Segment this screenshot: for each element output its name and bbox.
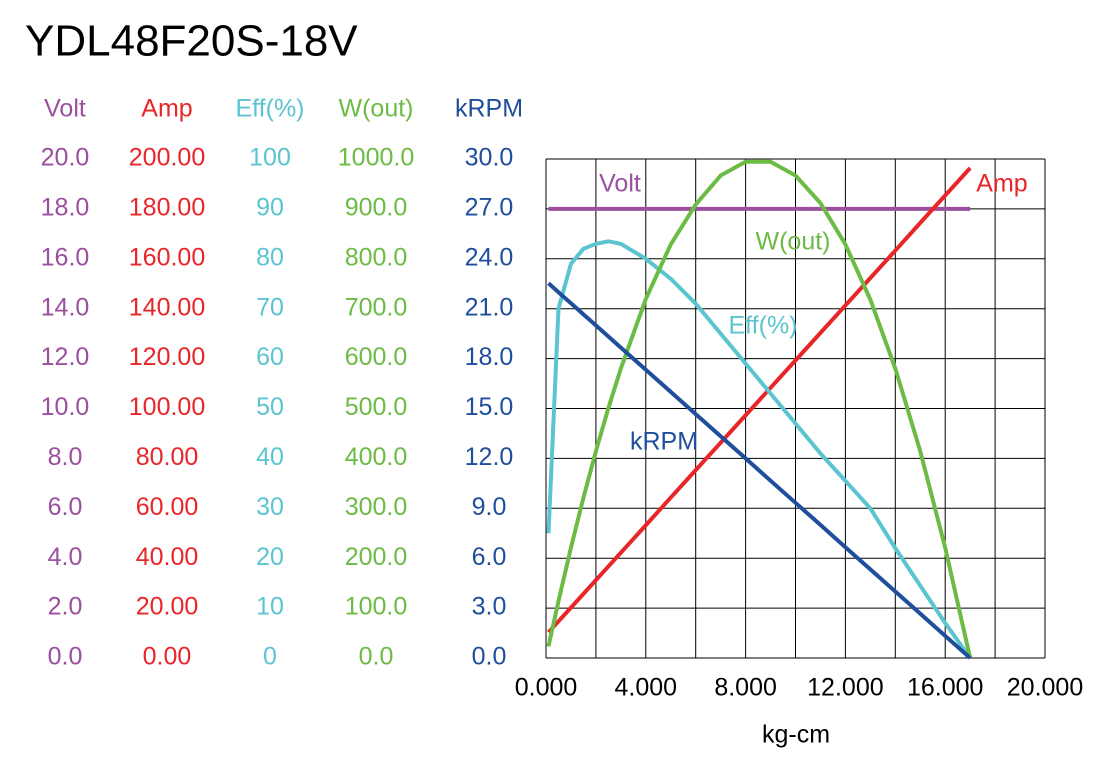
y-tick-label: 20.0 xyxy=(41,144,90,172)
y-tick-label: 0.00 xyxy=(143,643,192,671)
series-line xyxy=(546,239,972,660)
axis-header: Volt xyxy=(44,95,86,123)
y-tick-label: 80.00 xyxy=(136,443,199,471)
y-tick-label: 2.0 xyxy=(48,593,83,621)
axis-header: Eff(%) xyxy=(236,95,305,123)
y-tick-label: 18.0 xyxy=(41,194,90,222)
y-tick-label: 40 xyxy=(256,443,284,471)
y-tick-label: 20.00 xyxy=(136,593,199,621)
y-tick-label: 90 xyxy=(256,194,284,222)
x-tick-label: 20.000 xyxy=(1007,674,1083,702)
series-label: Volt xyxy=(599,170,641,198)
y-tick-label: 100.0 xyxy=(345,593,408,621)
y-tick-label: 21.0 xyxy=(465,293,514,321)
y-tick-label: 300.0 xyxy=(345,493,408,521)
y-tick-label: 12.0 xyxy=(465,443,514,471)
y-tick-label: 8.0 xyxy=(48,443,83,471)
y-tick-label: 0.0 xyxy=(48,643,83,671)
y-tick-label: 800.0 xyxy=(345,243,408,271)
y-tick-label: 1000.0 xyxy=(338,144,414,172)
y-tick-label: 30.0 xyxy=(465,144,514,172)
y-tick-label: 4.0 xyxy=(48,543,83,571)
series-line xyxy=(546,159,973,659)
axis-header: W(out) xyxy=(339,95,414,123)
y-tick-label: 500.0 xyxy=(345,393,408,421)
y-tick-label: 700.0 xyxy=(345,293,408,321)
y-tick-label: 100 xyxy=(249,144,291,172)
axis-header: kRPM xyxy=(455,95,523,123)
y-tick-label: 0.0 xyxy=(359,643,394,671)
axis-header: Amp xyxy=(141,95,192,123)
y-tick-label: 27.0 xyxy=(465,194,514,222)
x-tick-label: 8.000 xyxy=(714,674,777,702)
y-tick-label: 140.00 xyxy=(129,293,205,321)
y-tick-label: 50 xyxy=(256,393,284,421)
chart-title: YDL48F20S-18V xyxy=(25,17,358,66)
y-tick-label: 0 xyxy=(263,643,277,671)
x-tick-label: 4.000 xyxy=(615,674,678,702)
y-tick-label: 9.0 xyxy=(472,493,507,521)
y-tick-label: 6.0 xyxy=(472,543,507,571)
y-tick-label: 18.0 xyxy=(465,343,514,371)
y-tick-label: 100.00 xyxy=(129,393,205,421)
y-tick-label: 200.00 xyxy=(129,144,205,172)
y-tick-label: 20 xyxy=(256,543,284,571)
y-tick-label: 400.0 xyxy=(345,443,408,471)
y-tick-label: 30 xyxy=(256,493,284,521)
y-tick-label: 15.0 xyxy=(465,393,514,421)
series-line xyxy=(547,281,972,660)
series-label: Amp xyxy=(976,170,1027,198)
y-tick-label: 10 xyxy=(256,593,284,621)
y-tick-label: 60.00 xyxy=(136,493,199,521)
y-tick-label: 24.0 xyxy=(465,243,514,271)
series-label: Eff(%) xyxy=(729,312,798,340)
y-tick-label: 3.0 xyxy=(472,593,507,621)
y-tick-label: 16.0 xyxy=(41,243,90,271)
y-tick-label: 12.0 xyxy=(41,343,90,371)
y-tick-label: 180.00 xyxy=(129,194,205,222)
y-tick-label: 600.0 xyxy=(345,343,408,371)
x-tick-label: 16.000 xyxy=(907,674,983,702)
y-tick-label: 40.00 xyxy=(136,543,199,571)
y-tick-label: 80 xyxy=(256,243,284,271)
y-tick-label: 0.0 xyxy=(472,643,507,671)
y-tick-label: 160.00 xyxy=(129,243,205,271)
y-tick-label: 14.0 xyxy=(41,293,90,321)
y-tick-label: 10.0 xyxy=(41,393,90,421)
x-tick-label: 0.000 xyxy=(515,674,578,702)
x-axis-label: kg-cm xyxy=(762,721,830,749)
y-tick-label: 60 xyxy=(256,343,284,371)
series-line xyxy=(547,166,972,634)
series-label: W(out) xyxy=(756,228,831,256)
y-tick-label: 70 xyxy=(256,293,284,321)
x-tick-label: 12.000 xyxy=(807,674,883,702)
y-tick-label: 120.00 xyxy=(129,343,205,371)
series-label: kRPM xyxy=(630,428,698,456)
y-tick-label: 200.0 xyxy=(345,543,408,571)
y-tick-label: 900.0 xyxy=(345,194,408,222)
y-tick-label: 6.0 xyxy=(48,493,83,521)
